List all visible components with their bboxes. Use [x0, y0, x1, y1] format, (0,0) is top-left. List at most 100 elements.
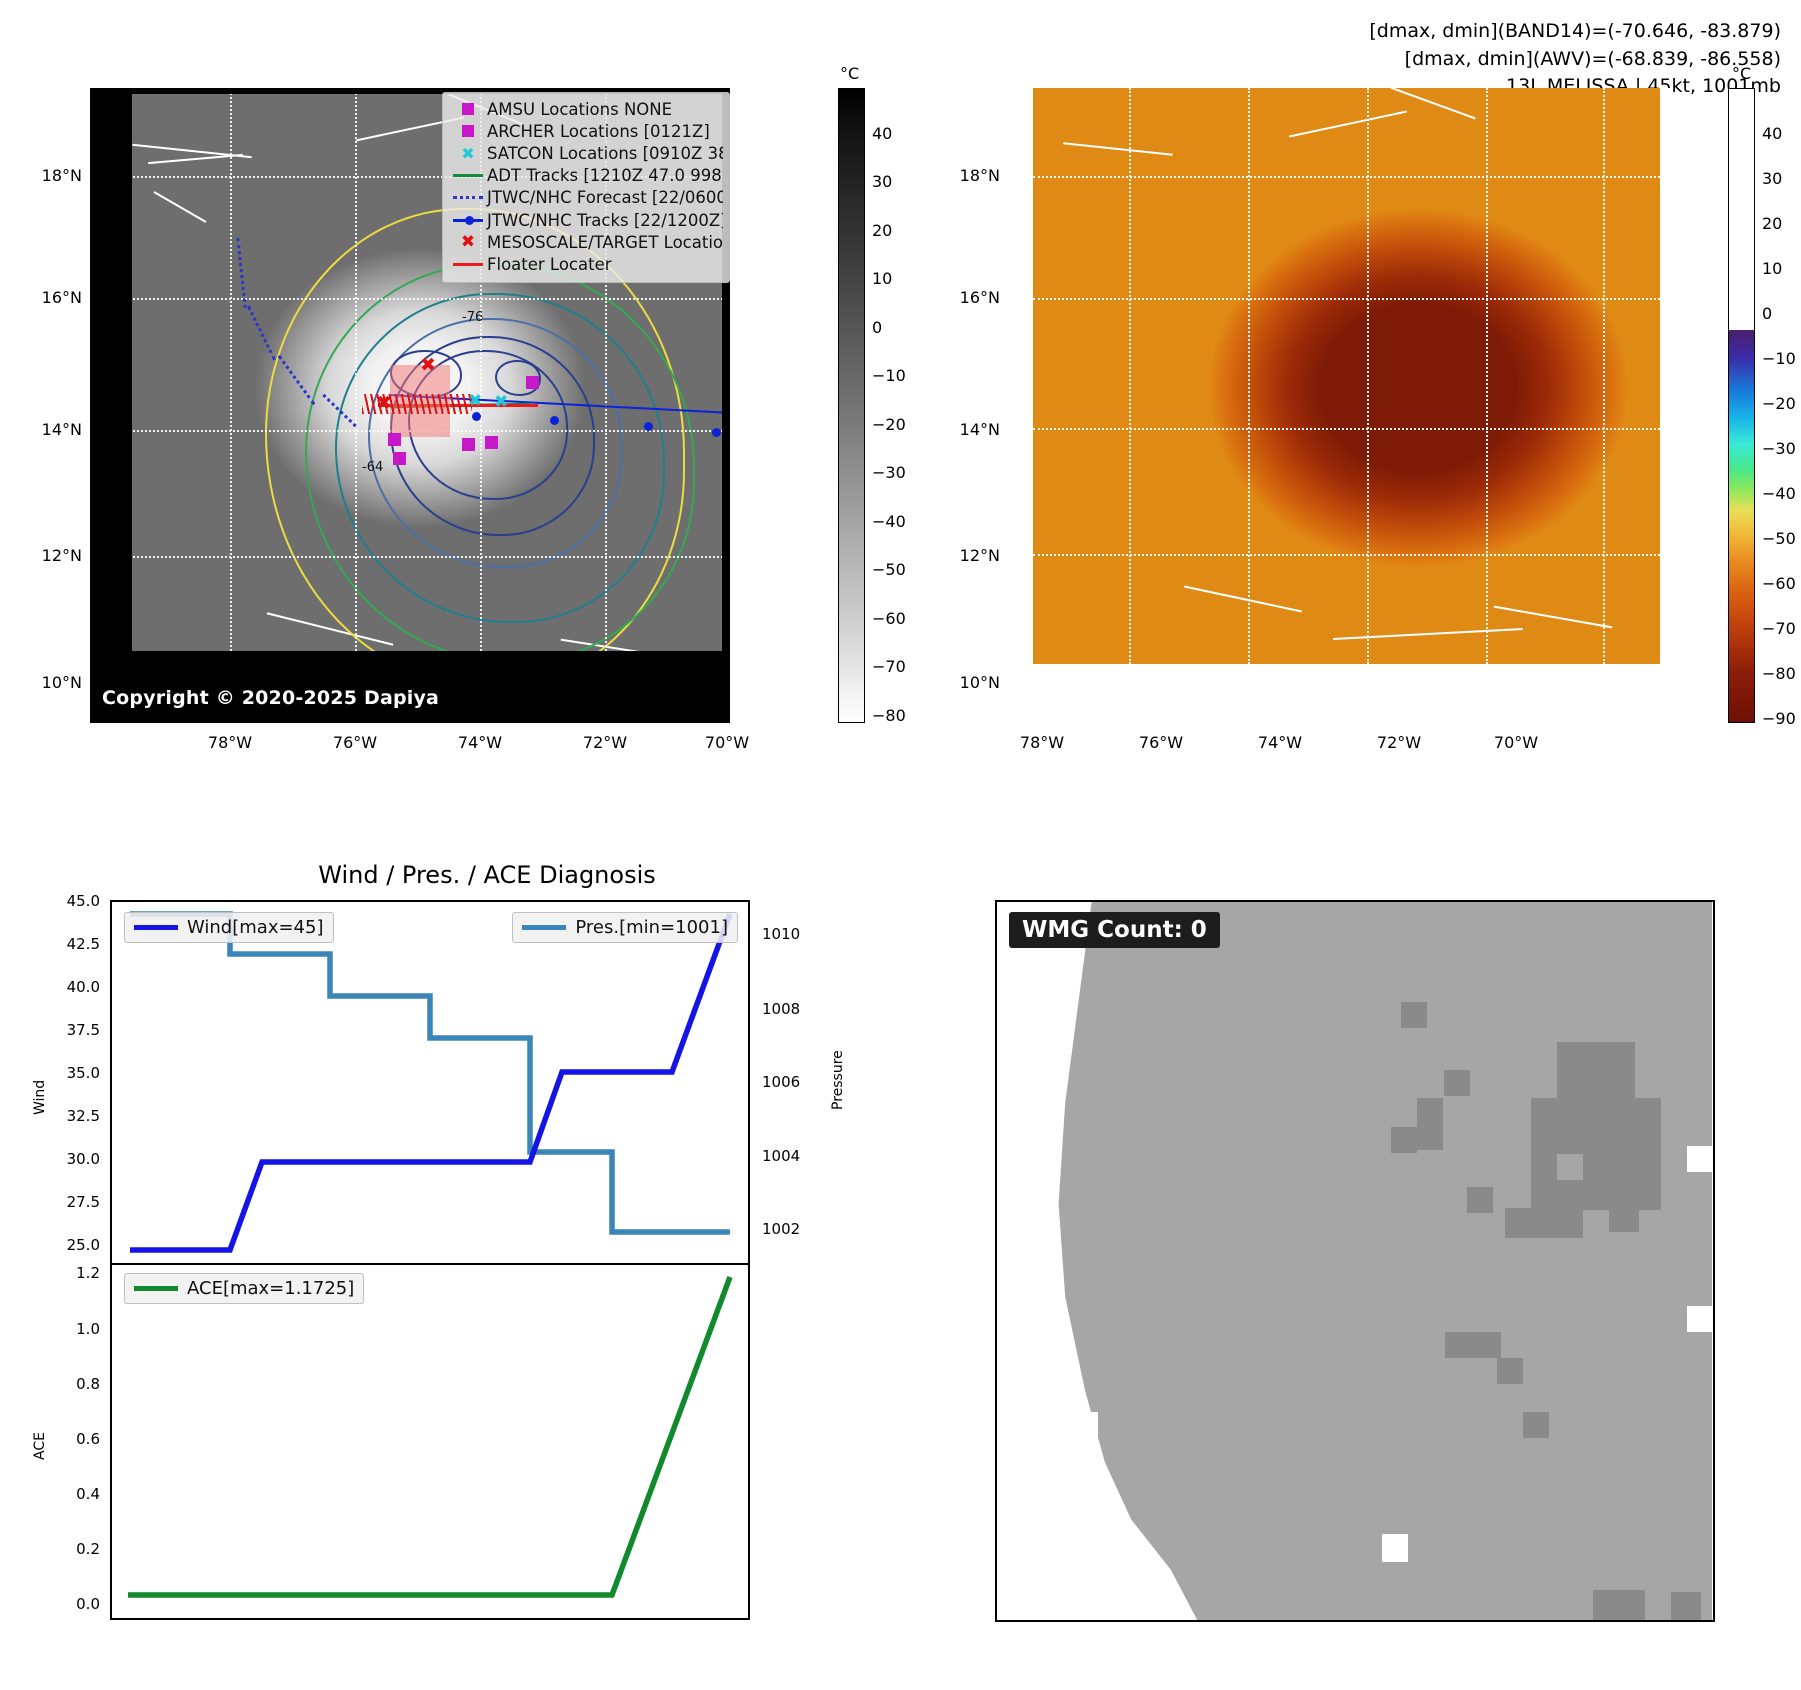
mesoscale-target-marker[interactable]: ✖ — [376, 392, 392, 414]
ir-colorbar-tick: 0 — [872, 318, 883, 337]
legend-label: AMSU Locations NONE — [487, 99, 673, 119]
ir-lat-label: 10°N — [41, 673, 82, 692]
dmax-dmin-awv: [dmax, dmin](AWV)=(-68.839, -86.558) — [1404, 47, 1781, 70]
wmg-dark-cell — [1609, 1202, 1639, 1232]
ir-colorbar-unit: °C — [840, 64, 860, 83]
awv-imagery — [1033, 88, 1660, 664]
ir-satellite-panel[interactable]: -76 -64 ✖ ✖ ✖ ✖ Copyright © 2020-2025 Da… — [90, 88, 730, 723]
wind-ytick: 32.5 — [66, 1107, 100, 1125]
wmg-dark-cell — [1467, 1187, 1493, 1213]
awv-lon-label: 70°W — [1493, 733, 1539, 752]
ir-lon-label: 78°W — [207, 733, 253, 752]
ace-axis-title: ACE — [32, 1432, 48, 1460]
wind-pressure-chart[interactable]: Wind[max=45] Pres.[min=1001] — [110, 900, 750, 1265]
legend-item-floater[interactable]: Floater Locater — [449, 253, 723, 275]
coastline — [1063, 142, 1173, 156]
archer-location-marker[interactable] — [462, 438, 475, 451]
gridline-vertical — [605, 88, 607, 723]
image-border-right — [722, 88, 730, 723]
awv-colorbar-tick: 40 — [1762, 124, 1783, 143]
ir-lat-label: 12°N — [41, 546, 82, 565]
header-stats: [dmax, dmin](BAND14)=(-70.646, -83.879) … — [1369, 18, 1781, 101]
awv-colorbar — [1728, 88, 1755, 723]
awv-lat-label: 16°N — [959, 288, 1000, 307]
satcon-location-marker[interactable]: ✖ — [494, 392, 509, 412]
ace-legend-label: ACE[max=1.1725] — [187, 1278, 355, 1299]
wmg-light-hole — [1557, 1154, 1583, 1180]
ir-colorbar-tick: −40 — [872, 512, 906, 531]
wmg-white-hole — [1687, 1146, 1712, 1172]
wmg-dark-cell — [1401, 1002, 1427, 1028]
archer-location-marker[interactable] — [393, 452, 406, 465]
awv-lon-label: 72°W — [1376, 733, 1422, 752]
contour-label-64: -64 — [362, 460, 384, 475]
legend-item-archer[interactable]: ARCHER Locations [0121Z] — [449, 120, 723, 142]
pressure-ytick: 1006 — [762, 1073, 801, 1091]
jtwc-track-point[interactable] — [472, 412, 481, 421]
wmg-dark-cell — [1531, 1098, 1661, 1210]
gridline-vertical — [1486, 88, 1488, 664]
legend-item-satcon[interactable]: ✖ SATCON Locations [0910Z 38 1001] — [449, 142, 723, 164]
wmg-grey-region — [1058, 902, 1712, 1620]
legend-item-adt[interactable]: ADT Tracks [1210Z 47.0 998.1] — [449, 165, 723, 187]
ir-colorbar-tick: 10 — [872, 269, 893, 288]
awv-lon-label: 76°W — [1138, 733, 1184, 752]
awv-lat-label: 14°N — [959, 420, 1000, 439]
dmax-dmin-band14: [dmax, dmin](BAND14)=(-70.646, -83.879) — [1369, 20, 1781, 42]
awv-colorbar-tick: −10 — [1762, 349, 1796, 368]
gridline-vertical — [355, 88, 357, 723]
gridline-vertical — [1367, 88, 1369, 664]
ir-colorbar-tick: −20 — [872, 415, 906, 434]
archer-location-marker[interactable] — [388, 433, 401, 446]
legend-item-target[interactable]: ✖ MESOSCALE/TARGET Location — [449, 231, 723, 253]
wmg-white-hole — [1072, 1412, 1098, 1438]
legend-label: JTWC/NHC Tracks [22/1200Z] — [487, 210, 723, 230]
archer-fix-scribble — [362, 394, 472, 414]
gridline-horizontal — [1033, 298, 1660, 300]
archer-location-marker[interactable] — [485, 436, 498, 449]
ace-series-line — [128, 1276, 733, 1598]
wmg-white-hole — [1382, 1534, 1408, 1562]
wmg-count-badge: WMG Count: 0 — [1009, 912, 1220, 948]
legend-label: JTWC/NHC Forecast [22/0600Z] — [487, 188, 723, 208]
awv-satellite-panel[interactable] — [1005, 88, 1670, 748]
satcon-location-marker[interactable]: ✖ — [468, 391, 483, 411]
legend-item-amsu[interactable]: AMSU Locations NONE — [449, 98, 723, 120]
coastline — [1390, 88, 1476, 120]
archer-location-marker[interactable] — [526, 376, 539, 389]
square-icon — [449, 103, 487, 116]
line-dot-icon — [449, 215, 487, 225]
wmg-panel[interactable]: WMG Count: 0 — [995, 900, 1715, 1622]
ace-line-icon — [134, 1286, 178, 1291]
awv-colorbar-tick: −90 — [1762, 709, 1796, 728]
ace-ytick: 0.0 — [76, 1595, 100, 1613]
awv-colorbar-tick: −50 — [1762, 529, 1796, 548]
wmg-dark-cell — [1444, 1070, 1470, 1096]
legend-item-forecast[interactable]: JTWC/NHC Forecast [22/0600Z] — [449, 187, 723, 209]
ir-colorbar-tick: 40 — [872, 124, 893, 143]
ir-colorbar-tick: −30 — [872, 463, 906, 482]
wind-ytick: 45.0 — [66, 892, 100, 910]
contour-ring-steel — [368, 318, 623, 568]
jtwc-track-point[interactable] — [712, 428, 721, 437]
wmg-dark-cell — [1417, 1098, 1443, 1150]
ace-legend: ACE[max=1.1725] — [124, 1273, 365, 1304]
awv-lon-label: 78°W — [1019, 733, 1065, 752]
x-mark-icon: ✖ — [460, 232, 476, 253]
ir-colorbar-tick: 20 — [872, 221, 893, 240]
gridline-horizontal — [1033, 428, 1660, 430]
wmg-white-hole — [1033, 1014, 1059, 1040]
pressure-line-icon — [522, 925, 567, 930]
jtwc-track-point[interactable] — [644, 422, 653, 431]
ace-chart[interactable]: ACE[max=1.1725] — [110, 1265, 750, 1620]
gridline-horizontal — [90, 176, 730, 178]
jtwc-track-point[interactable] — [550, 416, 559, 425]
copyright-text: Copyright © 2020-2025 Dapiya — [102, 687, 440, 709]
legend-item-tracks[interactable]: JTWC/NHC Tracks [22/1200Z] — [449, 209, 723, 231]
ir-colorbar-tick: −70 — [872, 657, 906, 676]
ir-lon-label: 70°W — [704, 733, 750, 752]
mesoscale-target-marker[interactable]: ✖ — [420, 354, 436, 376]
wmg-dark-cell — [1505, 1208, 1583, 1238]
ir-lat-label: 18°N — [41, 166, 82, 185]
ace-ytick: 0.2 — [76, 1540, 100, 1558]
